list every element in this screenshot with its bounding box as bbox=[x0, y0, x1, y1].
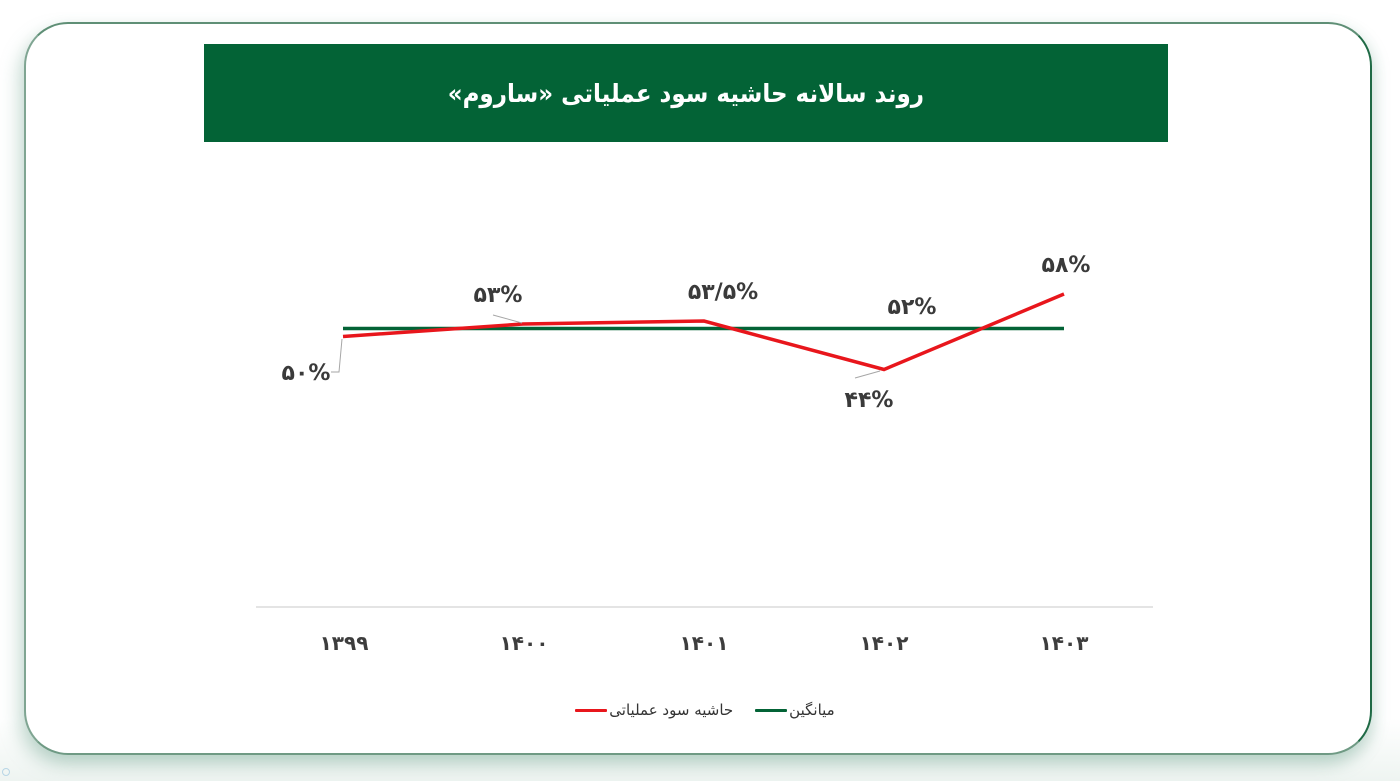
leader-line-1402 bbox=[854, 370, 881, 379]
legend-swatch-average bbox=[755, 708, 788, 712]
x-tick-1403: ۱۴۰۳ bbox=[1040, 631, 1089, 655]
data-label-1401: ۵۳/۵% bbox=[688, 280, 758, 305]
data-label-average: ۵۲% bbox=[888, 295, 937, 320]
x-tick-1401: ۱۴۰۱ bbox=[680, 631, 729, 655]
data-label-1402: ۴۴% bbox=[845, 388, 894, 413]
leader-line-1399 bbox=[331, 338, 343, 373]
data-label-1400: ۵۳% bbox=[474, 283, 523, 308]
data-label-1399: ۵۰% bbox=[282, 361, 331, 386]
x-tick-1399: ۱۳۹۹ bbox=[320, 631, 369, 655]
watermark-icon bbox=[2, 768, 10, 776]
legend-item-operating-margin[interactable]: حاشیه سود عملیاتی bbox=[575, 701, 733, 719]
legend-swatch-operating-margin bbox=[575, 708, 608, 712]
x-tick-1402: ۱۴۰۲ bbox=[860, 631, 909, 655]
legend-item-average[interactable]: میانگین bbox=[755, 701, 835, 719]
legend-label-operating-margin: حاشیه سود عملیاتی bbox=[609, 701, 734, 719]
x-tick-1400: ۱۴۰۰ bbox=[500, 631, 549, 655]
leader-line-1400 bbox=[492, 314, 523, 324]
title-banner: روند سالانه حاشیه سود عملیاتی «ساروم» bbox=[204, 44, 1168, 142]
legend-label-average: میانگین bbox=[789, 701, 835, 719]
chart-title: روند سالانه حاشیه سود عملیاتی «ساروم» bbox=[447, 78, 925, 108]
series-operating-margin-line bbox=[342, 292, 1065, 372]
chart-card bbox=[24, 22, 1372, 755]
chart-legend: میانگین حاشیه سود عملیاتی bbox=[560, 696, 850, 724]
data-label-1403: ۵۸% bbox=[1042, 253, 1091, 278]
